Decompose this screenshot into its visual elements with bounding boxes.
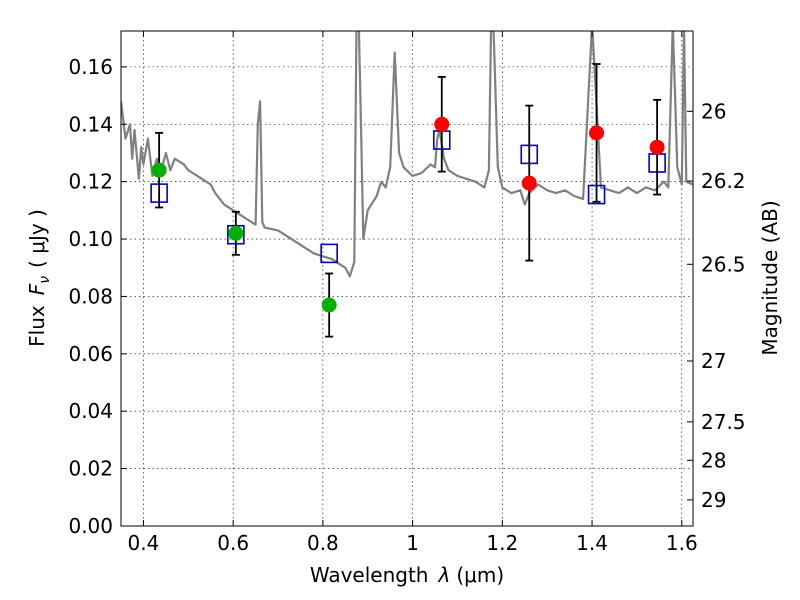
x-tick-label: 0.8 xyxy=(307,531,339,555)
y-axis-label-unit: ( μJy ) xyxy=(25,209,49,268)
observed-point xyxy=(434,116,450,132)
y-tick-label: 0.14 xyxy=(68,112,113,136)
y-axis-label: Flux Fν ( μJy ) xyxy=(25,209,53,347)
x-tick-label: 1.6 xyxy=(666,531,698,555)
y2-tick-label: 27.5 xyxy=(701,410,746,434)
x-tick-label: 0.4 xyxy=(128,531,160,555)
x-axis-label-symbol: λ xyxy=(438,563,451,587)
spectrum-line xyxy=(121,31,693,278)
data-series xyxy=(121,31,693,338)
y-tick-label: 0.06 xyxy=(68,342,113,366)
observed-point xyxy=(521,175,537,191)
grid-lines xyxy=(121,31,693,527)
x-tick-label: 1.4 xyxy=(576,531,608,555)
x-axis-label-prefix: Wavelength xyxy=(310,563,429,587)
plot-frame xyxy=(120,30,694,527)
y2-tick-label: 26.5 xyxy=(701,252,746,276)
observed-point xyxy=(321,297,337,313)
observed-point xyxy=(228,225,244,241)
y-tick-label: 0.08 xyxy=(68,284,113,308)
y-axis-label-subscript: ν xyxy=(37,276,53,284)
observed-point xyxy=(589,125,605,141)
x-tick-label: 1.2 xyxy=(486,531,518,555)
y2-tick-label: 28 xyxy=(701,448,726,472)
y2-tick-label: 29 xyxy=(701,488,726,512)
y-axis-label-symbol: F xyxy=(25,283,49,295)
y-tick-label: 0.10 xyxy=(68,227,113,251)
observed-point xyxy=(151,162,167,178)
model-square-point xyxy=(320,243,338,264)
x-tick-label: 0.6 xyxy=(217,531,249,555)
y-tick-label: 0.04 xyxy=(68,399,113,423)
y-axis-label-prefix: Flux xyxy=(25,305,49,347)
y-tick-label: 0.02 xyxy=(68,457,113,481)
y-tick-label: 0.12 xyxy=(68,170,113,194)
x-axis-label-unit: (μm) xyxy=(456,563,504,587)
y2-tick-label: 27 xyxy=(701,349,726,373)
axis-ticks: 0.4 0.6 0.8 1 1.2 1.4 1.6 0.00 0.02 0.04 0.06 0.08 0… xyxy=(68,31,746,555)
y-tick-label: 0.00 xyxy=(68,514,113,538)
x-axis-label: Wavelength λ (μm) xyxy=(310,563,504,587)
y2-tick-label: 26 xyxy=(701,99,726,123)
x-tick-label: 1 xyxy=(406,531,419,555)
y-tick-label: 0.16 xyxy=(68,55,113,79)
y2-tick-label: 26.2 xyxy=(701,169,746,193)
secondary-y-axis-label: Magnitude (AB) xyxy=(758,200,782,355)
observed-point xyxy=(649,139,665,155)
